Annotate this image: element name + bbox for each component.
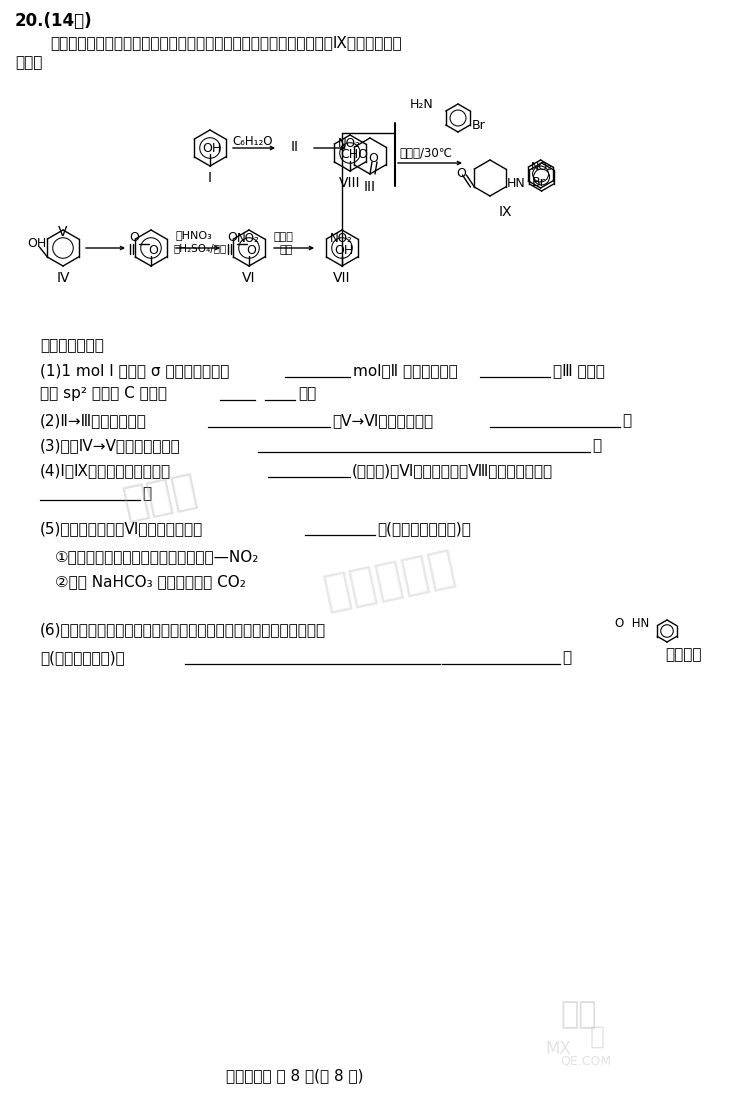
Text: ②能与 NaHCO₃ 溶液反应生成 CO₂: ②能与 NaHCO₃ 溶液反应生成 CO₂ — [55, 574, 246, 589]
Text: 线(其他试剂任选)：: 线(其他试剂任选)： — [40, 650, 125, 665]
Text: QE.COM: QE.COM — [560, 1055, 611, 1068]
Text: ，V→Ⅵ的反应类型为: ，V→Ⅵ的反应类型为 — [332, 413, 433, 428]
Text: (5)满足下列条件的Ⅵ的同分异构体有: (5)满足下列条件的Ⅵ的同分异构体有 — [40, 521, 203, 536]
Text: Br: Br — [472, 119, 486, 132]
Text: 。: 。 — [562, 650, 571, 665]
Text: 所示：: 所示： — [15, 55, 43, 70]
Text: OH: OH — [202, 142, 221, 155]
Text: III: III — [364, 180, 376, 195]
Text: 浓HNO₃: 浓HNO₃ — [175, 230, 212, 240]
Text: 。: 。 — [592, 439, 601, 453]
Text: II: II — [291, 140, 299, 154]
Text: 答案: 答案 — [560, 1000, 596, 1029]
Text: Br: Br — [532, 176, 545, 189]
Text: 20.(14分): 20.(14分) — [15, 12, 93, 30]
Text: ①苯环上连有三个取代基，其中一个为—NO₂: ①苯环上连有三个取代基，其中一个为—NO₂ — [55, 550, 259, 564]
Text: (4)Ⅰ～Ⅸ中，含有手性碳的是: (4)Ⅰ～Ⅸ中，含有手性碳的是 — [40, 463, 171, 478]
Text: 采用 sp² 杂化的 C 原子有: 采用 sp² 杂化的 C 原子有 — [40, 386, 167, 401]
Text: O: O — [227, 231, 237, 244]
Text: NO₂: NO₂ — [338, 137, 361, 149]
Text: (6)参照上述合成路线和信息，写出以丙烯、苯胺和苯甲醛为原料制备: (6)参照上述合成路线和信息，写出以丙烯、苯胺和苯甲醛为原料制备 — [40, 622, 326, 637]
Text: CHO: CHO — [340, 148, 368, 160]
Text: C₆H₁₂O: C₆H₁₂O — [232, 135, 273, 148]
Text: 圈: 圈 — [590, 1025, 605, 1050]
Text: O: O — [148, 244, 158, 257]
Text: 加热: 加热 — [279, 245, 292, 255]
Text: (2)Ⅱ→Ⅲ的反应类型为: (2)Ⅱ→Ⅲ的反应类型为 — [40, 413, 147, 428]
Text: 蛋白酶/30℃: 蛋白酶/30℃ — [399, 147, 452, 160]
Text: 催化剂: 催化剂 — [273, 232, 293, 242]
Text: NO₂: NO₂ — [530, 162, 552, 173]
Text: H₂N: H₂N — [410, 98, 434, 111]
Text: V: V — [58, 225, 67, 238]
Text: NO₂: NO₂ — [330, 232, 353, 245]
Text: 微信搜: 微信搜 — [120, 468, 202, 524]
Text: 生物酶可以作为有机合成的催化剂，一种利用该技术合成化工中间体（Ⅸ）的路线如图: 生物酶可以作为有机合成的催化剂，一种利用该技术合成化工中间体（Ⅸ）的路线如图 — [50, 35, 401, 49]
Text: VII: VII — [333, 271, 351, 285]
Text: 个。: 个。 — [298, 386, 316, 401]
Text: VIII: VIII — [339, 176, 361, 190]
Text: OH: OH — [334, 244, 354, 257]
Text: O: O — [246, 244, 256, 257]
Text: (1)1 mol Ⅰ 中含有 σ 键的物质的量为: (1)1 mol Ⅰ 中含有 σ 键的物质的量为 — [40, 363, 229, 378]
Text: O  HN: O HN — [615, 617, 649, 630]
Text: 高三大联考 第 8 页(共 8 页): 高三大联考 第 8 页(共 8 页) — [226, 1068, 364, 1083]
Text: (填序号)；Ⅵ较完全转化为Ⅷ所需要的试剂为: (填序号)；Ⅵ较完全转化为Ⅷ所需要的试剂为 — [352, 463, 553, 478]
Text: MX: MX — [545, 1040, 571, 1058]
Text: ；Ⅲ 分子中: ；Ⅲ 分子中 — [553, 363, 605, 378]
Text: HN: HN — [506, 177, 525, 190]
Text: OH: OH — [28, 237, 46, 249]
Text: O: O — [129, 231, 139, 244]
Text: 。: 。 — [622, 413, 631, 428]
Text: VI: VI — [242, 271, 255, 285]
Text: 回答下列问题：: 回答下列问题： — [40, 338, 104, 353]
Text: (3)写出Ⅳ→V的化学方程式：: (3)写出Ⅳ→V的化学方程式： — [40, 439, 181, 453]
Text: 种(不考虑立体异构)。: 种(不考虑立体异构)。 — [377, 521, 471, 536]
Text: IX: IX — [498, 206, 512, 219]
Text: 答案公众号: 答案公众号 — [320, 545, 460, 614]
Text: 。: 。 — [142, 486, 151, 501]
Text: I: I — [208, 171, 212, 185]
Text: mol；Ⅱ 的结构简式为: mol；Ⅱ 的结构简式为 — [353, 363, 458, 378]
Text: O: O — [368, 152, 378, 165]
Text: O: O — [456, 167, 467, 180]
Text: IV: IV — [56, 271, 70, 285]
Text: NO₂: NO₂ — [237, 232, 260, 245]
Text: 的合成路: 的合成路 — [665, 647, 702, 662]
Text: 浓H₂SO₄/加热: 浓H₂SO₄/加热 — [173, 243, 226, 253]
